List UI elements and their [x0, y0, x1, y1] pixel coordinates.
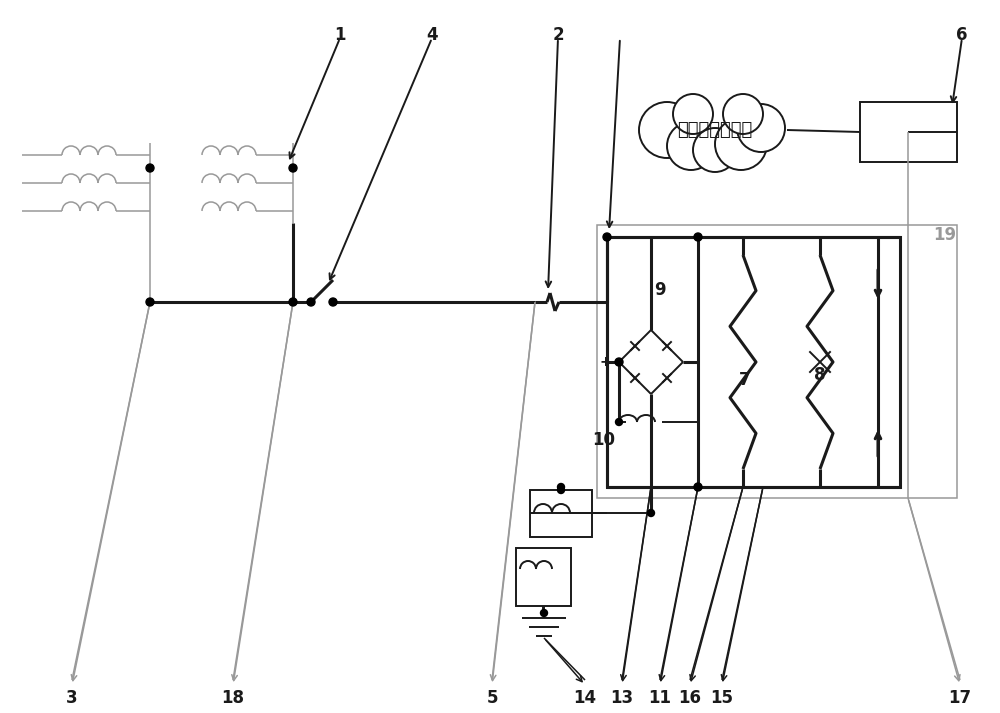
Circle shape	[639, 102, 695, 158]
Bar	[607, 237, 900, 487]
Circle shape	[146, 164, 154, 172]
Text: 6: 6	[956, 26, 968, 44]
Circle shape	[693, 128, 737, 172]
Bar	[597, 225, 957, 498]
Text: 2: 2	[552, 26, 564, 44]
Circle shape	[558, 486, 564, 493]
Text: 15: 15	[710, 689, 734, 707]
Text: 14: 14	[573, 689, 597, 707]
Text: 10: 10	[592, 431, 616, 449]
Text: 16: 16	[678, 689, 702, 707]
Text: 11: 11	[648, 689, 672, 707]
Text: 1: 1	[334, 26, 346, 44]
Circle shape	[289, 164, 297, 172]
Text: 电力系统监测网: 电力系统监测网	[677, 121, 753, 139]
Circle shape	[540, 610, 548, 617]
Text: 5: 5	[486, 689, 498, 707]
Circle shape	[694, 233, 702, 241]
Text: +: +	[599, 355, 611, 369]
Text: 13: 13	[610, 689, 634, 707]
Circle shape	[616, 419, 622, 426]
Circle shape	[715, 118, 767, 170]
Text: -: -	[694, 355, 700, 369]
Circle shape	[673, 94, 713, 134]
Circle shape	[146, 298, 154, 306]
Text: 18: 18	[222, 689, 244, 707]
Bar	[860, 102, 957, 162]
Circle shape	[558, 483, 564, 491]
Circle shape	[694, 483, 702, 491]
Circle shape	[615, 358, 623, 366]
Text: 8: 8	[814, 366, 826, 384]
Text: 4: 4	[426, 26, 438, 44]
Circle shape	[737, 104, 785, 152]
Bar	[530, 490, 592, 537]
Circle shape	[723, 94, 763, 134]
Circle shape	[289, 298, 297, 306]
Text: 17: 17	[948, 689, 972, 707]
Text: 9: 9	[654, 281, 666, 299]
Circle shape	[648, 510, 654, 516]
Text: 19: 19	[933, 226, 957, 244]
Circle shape	[307, 298, 315, 306]
Circle shape	[603, 233, 611, 241]
Circle shape	[667, 122, 715, 170]
Bar	[516, 548, 571, 606]
Text: 7: 7	[739, 371, 751, 389]
Circle shape	[329, 298, 337, 306]
Text: 3: 3	[66, 689, 78, 707]
